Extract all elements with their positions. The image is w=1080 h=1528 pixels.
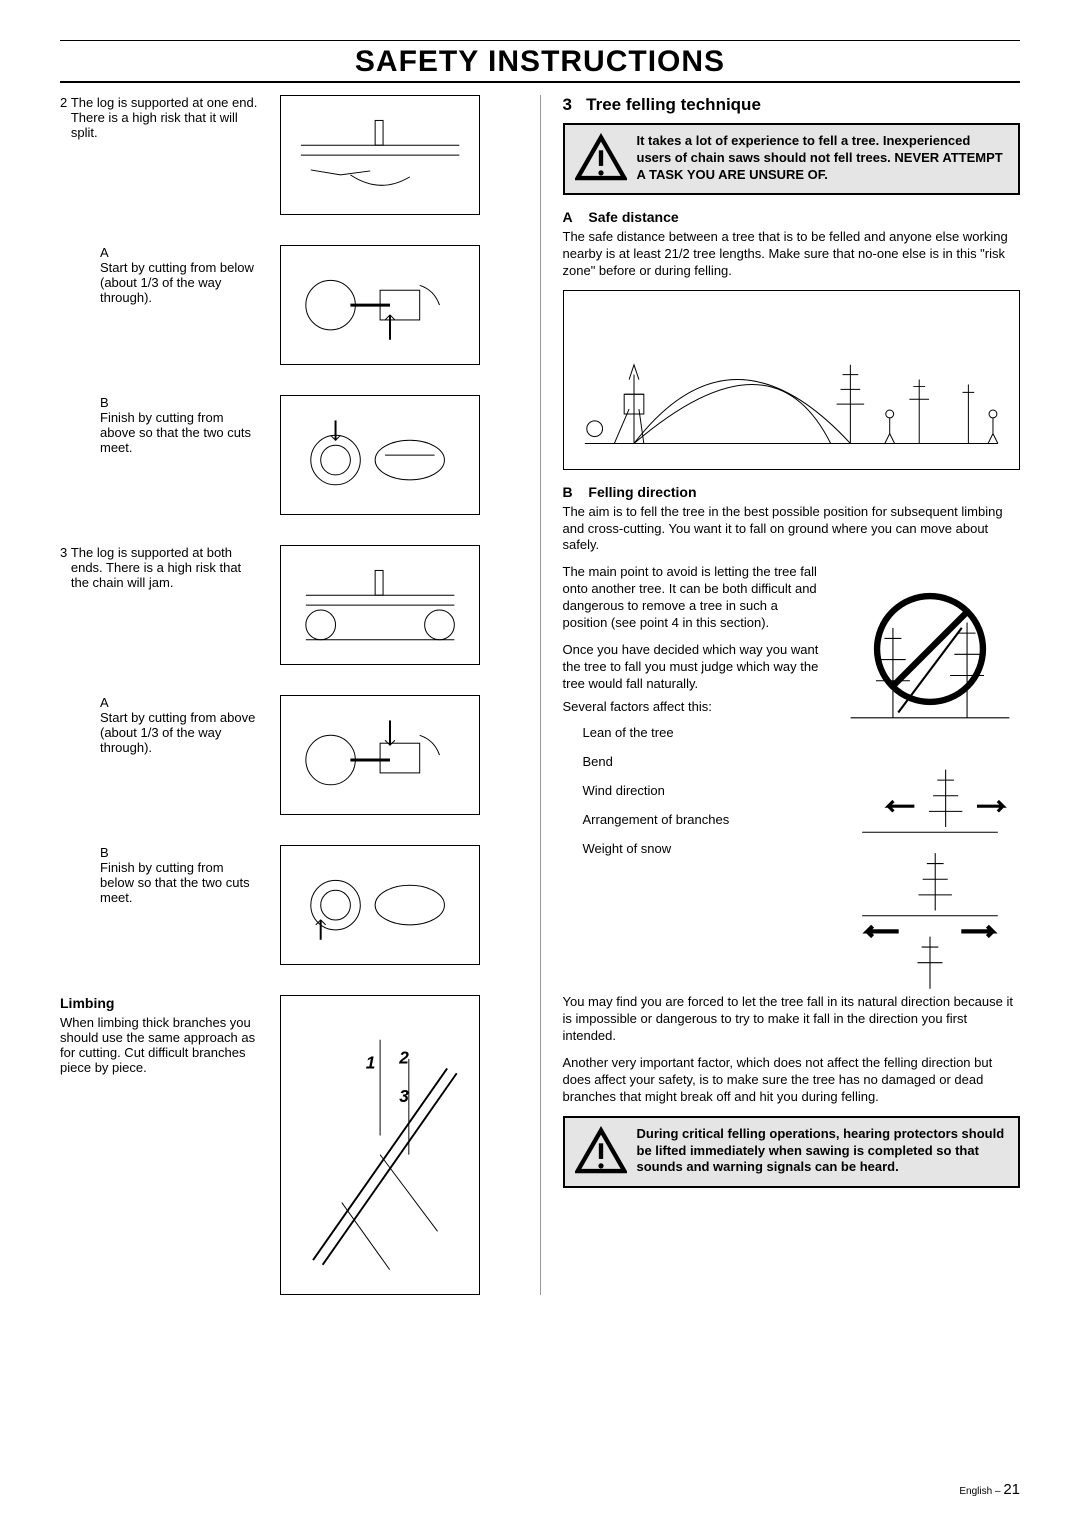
page: SAFETY INSTRUCTIONS 2 The log is support… (0, 0, 1080, 1528)
page-number: English – 21 (959, 1481, 1020, 1498)
subsection-B-text2: The main point to avoid is letting the t… (563, 564, 827, 632)
item-3a-letter: A (100, 695, 109, 710)
item-3a-row: A Start by cutting from above (about 1/3… (60, 695, 518, 815)
warning-box-2: During critical felling operations, hear… (563, 1116, 1021, 1188)
limbing-title: Limbing (60, 995, 270, 1011)
felling-figs-col (840, 564, 1020, 994)
warning-1-text: It takes a lot of experience to fell a t… (637, 133, 1009, 185)
subsection-A: A Safe distance The safe distance betwee… (563, 209, 1021, 280)
factors-list: Lean of the tree Bend Wind direction Arr… (583, 725, 827, 856)
item-3-num: 3 (60, 545, 67, 560)
item-3a-body: Start by cutting from above (about 1/3 o… (100, 710, 260, 755)
item-2b-row: B Finish by cutting from above so that t… (60, 395, 518, 515)
figure-2a (280, 245, 480, 365)
subsection-A-letter: A (563, 209, 585, 225)
limbing-body: When limbing thick branches you should u… (60, 1015, 270, 1075)
item-2b-letter: B (100, 395, 109, 410)
subsection-B-title: B Felling direction (563, 484, 1021, 500)
figure-3a (280, 695, 480, 815)
item-2b-text: B Finish by cutting from above so that t… (60, 395, 280, 515)
warning-box-1: It takes a lot of experience to fell a t… (563, 123, 1021, 195)
item-2b-body: Finish by cutting from above so that the… (100, 410, 260, 455)
limbing-row: Limbing When limbing thick branches you … (60, 995, 518, 1295)
item-3b-body: Finish by cutting from below so that the… (100, 860, 260, 905)
svg-text:3: 3 (399, 1086, 409, 1106)
page-title: SAFETY INSTRUCTIONS (60, 45, 1020, 79)
limbing-diagram-icon: 1 2 3 (291, 1011, 469, 1279)
limbing-text-block: Limbing When limbing thick branches you … (60, 995, 280, 1295)
log-end-below-icon (291, 852, 469, 958)
subsection-B-name: Felling direction (588, 484, 696, 500)
section-3-title: 3 Tree felling technique (563, 95, 1021, 115)
item-2-num: 2 (60, 95, 67, 110)
felling-direction-icon (840, 754, 1020, 994)
subsection-B: B Felling direction The aim is to fell t… (563, 484, 1021, 1106)
warning-triangle-icon (575, 1126, 627, 1178)
warning-2-text: During critical felling operations, hear… (637, 1126, 1009, 1178)
figure-tree-on-tree (840, 564, 1020, 734)
log-one-end-icon (291, 102, 469, 208)
subsection-B-letter: B (563, 484, 585, 500)
subsection-A-text: The safe distance between a tree that is… (563, 229, 1021, 280)
factor-item: Weight of snow (583, 841, 827, 856)
figure-log-both-ends (280, 545, 480, 665)
column-divider (540, 95, 541, 1295)
figure-felling-direction (840, 754, 1020, 994)
top-rule (60, 40, 1020, 41)
figure-limbing: 1 2 3 (280, 995, 480, 1295)
log-both-ends-icon (291, 552, 469, 658)
felling-row: The main point to avoid is letting the t… (563, 564, 1021, 994)
page-num-value: 21 (1003, 1481, 1020, 1498)
item-3-row: 3 The log is supported at both ends. The… (60, 545, 518, 665)
item-3b-letter: B (100, 845, 109, 860)
warning-triangle-icon (575, 133, 627, 185)
section-3-name: Tree felling technique (586, 95, 761, 114)
left-column: 2 The log is supported at one end. There… (60, 95, 518, 1295)
item-2a-text: A Start by cutting from below (about 1/3… (60, 245, 280, 365)
svg-text:1: 1 (366, 1052, 376, 1072)
log-end-icon (291, 402, 469, 508)
content-columns: 2 The log is supported at one end. There… (60, 95, 1020, 1295)
subsection-B-text5: Another very important factor, which doe… (563, 1055, 1021, 1106)
right-column: 3 Tree felling technique It takes a lot … (563, 95, 1021, 1295)
chainsaw-below-icon (291, 252, 469, 358)
item-3-text: 3 The log is supported at both ends. The… (60, 545, 280, 665)
figure-3b (280, 845, 480, 965)
factor-item: Wind direction (583, 783, 827, 798)
item-2a-row: A Start by cutting from below (about 1/3… (60, 245, 518, 365)
item-2-row: 2 The log is supported at one end. There… (60, 95, 518, 215)
item-2a-body: Start by cutting from below (about 1/3 o… (100, 260, 260, 305)
item-2-body: The log is supported at one end. There i… (71, 95, 261, 140)
subsection-B-text4: You may find you are forced to let the t… (563, 994, 1021, 1045)
subsection-A-name: Safe distance (588, 209, 678, 225)
item-3b-text: B Finish by cutting from below so that t… (60, 845, 280, 965)
item-3b-row: B Finish by cutting from below so that t… (60, 845, 518, 965)
svg-text:2: 2 (398, 1048, 409, 1068)
subsection-A-title: A Safe distance (563, 209, 1021, 225)
tree-on-tree-icon (840, 564, 1020, 734)
factor-item: Lean of the tree (583, 725, 827, 740)
factor-item: Bend (583, 754, 827, 769)
figure-log-one-end (280, 95, 480, 215)
section-3-num: 3 (563, 95, 572, 114)
factor-item: Arrangement of branches (583, 812, 827, 827)
item-3a-text: A Start by cutting from above (about 1/3… (60, 695, 280, 815)
item-3-body: The log is supported at both ends. There… (71, 545, 261, 590)
figure-safe-distance (563, 290, 1021, 470)
page-lang: English – (959, 1486, 1003, 1497)
item-2a-letter: A (100, 245, 109, 260)
title-rule (60, 81, 1020, 83)
felling-text-col: The main point to avoid is letting the t… (563, 564, 841, 994)
subsection-B-text3: Once you have decided which way you want… (563, 642, 827, 693)
figure-2b (280, 395, 480, 515)
subsection-B-text1: The aim is to fell the tree in the best … (563, 504, 1021, 555)
factors-intro: Several factors affect this: (563, 699, 827, 716)
item-2-text: 2 The log is supported at one end. There… (60, 95, 280, 215)
chainsaw-above-icon (291, 702, 469, 808)
safe-distance-diagram-icon (575, 295, 1008, 464)
